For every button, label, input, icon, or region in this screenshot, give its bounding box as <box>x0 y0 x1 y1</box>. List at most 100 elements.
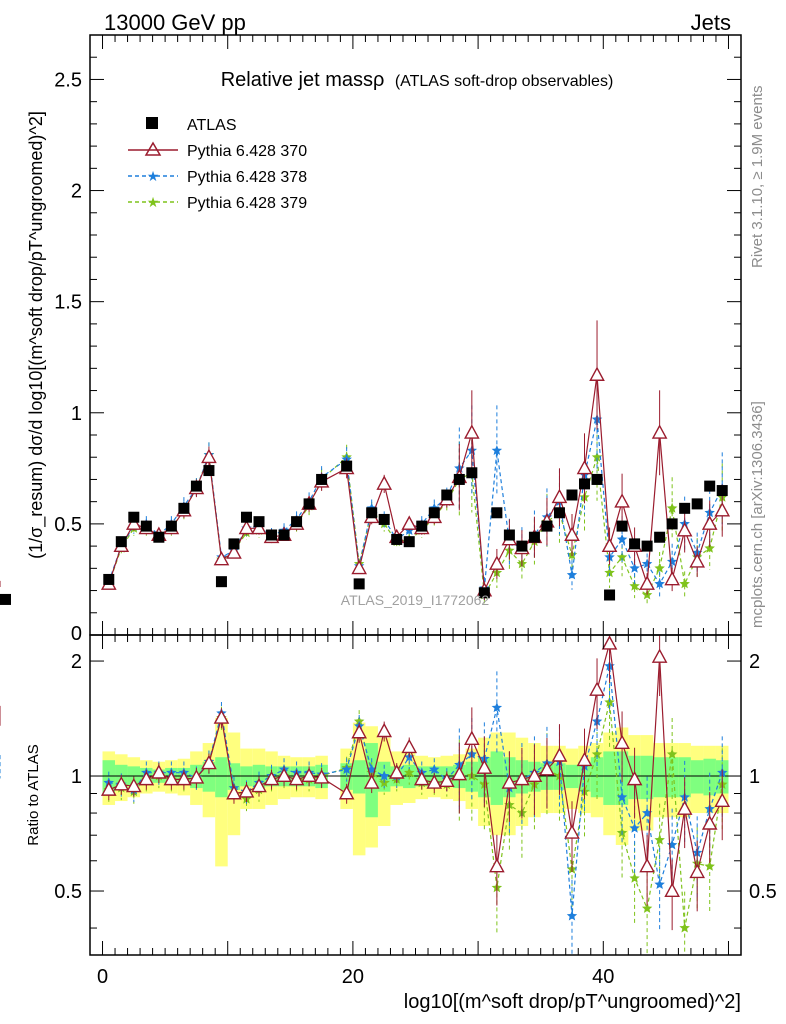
ratio-series-1-point <box>576 751 593 767</box>
band-inner-bin <box>653 757 666 798</box>
ratio-series-2-point <box>379 770 390 781</box>
header-right: Jets <box>691 10 731 35</box>
ratio-series-1-point <box>476 759 493 774</box>
atlas-point <box>0 593 11 605</box>
main-series-1-point <box>664 570 680 586</box>
atlas-point <box>654 531 666 543</box>
atlas-point <box>228 538 240 550</box>
ratio-series-3-point <box>704 860 715 871</box>
chart-title-sub: (ATLAS soft-drop observables) <box>395 73 613 90</box>
ratio-series-1-point <box>689 863 706 879</box>
legend: ATLAS Pythia 6.428 370 ★ Pythia 6.428 37… <box>128 117 307 212</box>
ratio-series-2-point <box>629 822 640 833</box>
atlas-point <box>591 473 603 485</box>
ratio-series-1-point <box>426 774 443 789</box>
main-panel: ATLAS_2019_I1772062 0.5 1 1.5 2 2.5 0 Relativ… <box>0 35 742 645</box>
atlas-point <box>441 489 453 501</box>
main-series-1-point <box>226 544 242 559</box>
ratio-series-1-point <box>163 770 180 786</box>
main-plot-content <box>0 320 731 605</box>
ratio-axes: 0 20 40 0.5 0.5 1 1 2 2 <box>54 635 777 988</box>
band-inner-bin <box>340 763 353 790</box>
main-series-1-point <box>701 515 718 530</box>
ratio-series-1-point <box>614 734 630 749</box>
band-inner-bin <box>352 760 366 794</box>
main-ytick-label: 2 <box>71 181 82 203</box>
atlas-point <box>178 502 190 514</box>
ratio-series-1-point <box>526 767 543 782</box>
main-series-2-point <box>654 578 665 589</box>
watermark: ATLAS_2019_I1772062 <box>341 592 490 608</box>
atlas-point <box>291 516 303 528</box>
ratio-series-1-point <box>514 770 530 786</box>
atlas-point <box>491 507 503 519</box>
main-series-1-point <box>213 550 230 566</box>
ratio-panel: 0 20 40 0.5 0.5 1 1 2 2 Ratio to ATLAS <box>0 635 777 988</box>
ratio-series-1-point <box>263 770 280 786</box>
atlas-point <box>616 520 628 532</box>
atlas-point <box>341 460 353 472</box>
atlas-point <box>691 498 703 510</box>
ratio-series-1-point <box>213 709 230 724</box>
band-inner-bin <box>202 761 216 792</box>
ratio-series-2-point <box>654 879 665 889</box>
atlas-point <box>303 498 315 510</box>
ratio-series-1-point <box>413 770 430 786</box>
atlas-point <box>203 465 215 477</box>
main-series-1-point <box>714 502 731 517</box>
main-series-1-point <box>639 575 655 590</box>
main-series-3-point <box>629 580 640 591</box>
atlas-point <box>566 489 578 501</box>
ratio-ytick-label: 1 <box>71 766 82 788</box>
ratio-ytick-label: 0.5 <box>54 881 82 903</box>
atlas-point <box>579 478 591 490</box>
ratio-series-1-point <box>388 764 405 779</box>
ratio-series-1-point <box>664 882 680 897</box>
main-series-2-point <box>641 558 653 569</box>
atlas-point <box>253 516 265 528</box>
ratio-series-1-point <box>551 747 568 762</box>
atlas-point <box>266 529 278 541</box>
ratio-series-1-point <box>601 635 618 650</box>
main-series-1-point <box>676 522 693 537</box>
main-series-1-point <box>651 424 668 439</box>
ratio-ytick-label-right: 1 <box>749 766 760 788</box>
ratio-series-1-point <box>151 764 167 779</box>
ratio-series-1-point <box>714 792 731 808</box>
main-series-1-point <box>601 537 618 553</box>
band-inner-bin <box>490 751 504 805</box>
main-series-2-line <box>108 419 723 589</box>
ratio-series-1-point <box>113 776 130 791</box>
ratio-series-2-point <box>566 910 578 921</box>
main-ylabel: (1/σ_resum) dσ/d log10[(m^soft drop/pT^u… <box>26 111 47 559</box>
main-series-2-point <box>566 569 578 580</box>
main-series-3-point <box>679 578 690 589</box>
ratio-series-3-point <box>629 872 640 883</box>
main-series-1-point <box>564 526 580 541</box>
atlas-point <box>428 507 440 519</box>
ratio-series-2-point <box>616 791 628 802</box>
ratio-series-1-point <box>539 761 555 776</box>
atlas-point <box>165 520 177 532</box>
atlas-point <box>478 587 490 599</box>
main-series-3-point <box>666 502 678 513</box>
atlas-point <box>153 531 165 543</box>
main-series-1-point <box>238 519 255 535</box>
ratio-series-1-point <box>338 785 355 800</box>
ratio-series-1-point <box>100 781 117 796</box>
atlas-point <box>391 533 403 545</box>
ratio-series-1-point <box>351 724 367 739</box>
ratio-series-3-point <box>666 748 678 759</box>
ratio-series-1-point <box>226 785 242 800</box>
ratio-series-2-point <box>429 764 440 774</box>
main-series-2-point <box>491 445 503 455</box>
ratio-ytick-label-right: 0.5 <box>749 881 777 903</box>
ratio-series-1-point <box>176 770 192 786</box>
ratio-series-1-point <box>238 783 255 798</box>
atlas-point <box>466 467 478 479</box>
chart-title: Relative jet massρ (ATLAS soft-drop obse… <box>221 69 614 91</box>
legend-label-atlas: ATLAS <box>187 117 237 134</box>
ratio-series-1-point <box>639 857 655 873</box>
band-inner-bin <box>690 760 704 794</box>
